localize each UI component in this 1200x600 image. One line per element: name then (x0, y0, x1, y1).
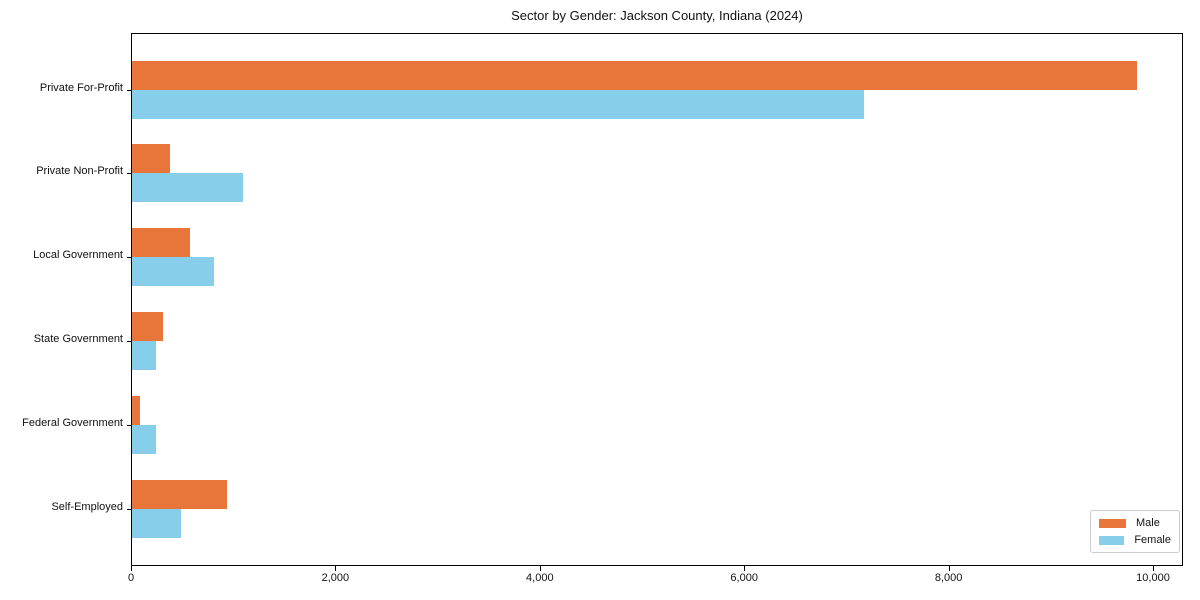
category-label-self-employed: Self-Employed (51, 501, 123, 513)
x-tick-6000 (744, 566, 746, 571)
category-label-state-government: State Government (33, 333, 123, 346)
y-tick-self-employed (127, 509, 132, 510)
category-label-private-non-profit: Private Non-Profit (36, 165, 123, 178)
category-label-local-government: Local Government (33, 249, 123, 262)
y-tick-local-government (127, 257, 132, 259)
bar-female-private-non-profit (132, 173, 244, 203)
bar-male-private-for-profit (132, 60, 1137, 90)
x-tick-10000 (1153, 566, 1154, 571)
bar-male-state-government (132, 312, 163, 342)
bar-female-local-government (132, 257, 215, 287)
bar-male-local-government (132, 228, 190, 258)
bar-male-federal-government (132, 396, 141, 426)
bar-male-self-employed (132, 480, 228, 509)
x-tick-label-10000: 10,000 (1136, 572, 1170, 584)
chart-title: Sector by Gender: Jackson County, Indian… (511, 8, 803, 23)
legend: Male Female (1090, 510, 1180, 553)
bar-female-federal-government (132, 425, 157, 455)
y-tick-private-for-profit (127, 89, 132, 91)
y-tick-state-government (127, 341, 132, 343)
category-label-federal-government: Federal Government (22, 417, 123, 430)
x-tick-label-4000: 4,000 (526, 572, 554, 584)
legend-swatch-male (1099, 518, 1126, 528)
bar-female-private-for-profit (132, 89, 864, 119)
y-tick-federal-government (127, 425, 132, 427)
plot-area: Male Female (127, 33, 1183, 566)
x-tick-label-8000: 8,000 (934, 572, 963, 584)
x-tick-2000 (335, 566, 337, 571)
legend-label-female: Female (1134, 534, 1171, 546)
bar-male-private-non-profit (132, 144, 171, 174)
x-tick-4000 (539, 566, 541, 571)
legend-entry-female: Female (1099, 534, 1171, 546)
y-tick-private-non-profit (127, 173, 132, 175)
legend-swatch-female (1099, 535, 1125, 545)
bar-female-self-employed (132, 509, 182, 538)
legend-entry-male: Male (1099, 517, 1171, 529)
category-label-private-for-profit: Private For-Profit (39, 81, 123, 94)
bar-female-state-government (132, 341, 157, 371)
x-tick-label-2000: 2,000 (321, 572, 350, 584)
legend-label-male: Male (1136, 517, 1160, 529)
x-tick-label-6000: 6,000 (730, 572, 758, 584)
x-tick-8000 (948, 566, 950, 571)
x-tick-0 (131, 566, 132, 571)
x-tick-label-0: 0 (127, 572, 135, 584)
